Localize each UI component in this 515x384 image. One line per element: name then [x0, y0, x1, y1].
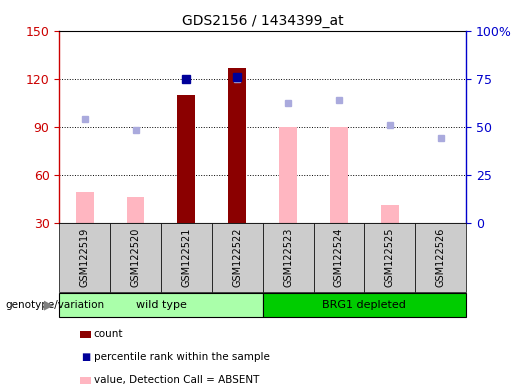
Bar: [212, 223, 263, 292]
Text: GSM122524: GSM122524: [334, 228, 344, 287]
Text: GSM122521: GSM122521: [181, 228, 192, 287]
Bar: [228, 68, 246, 223]
Bar: [263, 293, 466, 317]
Bar: [381, 205, 399, 223]
Bar: [76, 192, 94, 223]
Text: ■: ■: [81, 352, 90, 362]
Text: value, Detection Call = ABSENT: value, Detection Call = ABSENT: [94, 375, 259, 384]
Bar: [415, 223, 466, 292]
Text: GSM122526: GSM122526: [436, 228, 445, 287]
Text: GSM122520: GSM122520: [130, 228, 141, 287]
Bar: [110, 223, 161, 292]
Text: count: count: [94, 329, 123, 339]
Bar: [330, 127, 348, 223]
Bar: [178, 95, 195, 223]
Bar: [364, 223, 415, 292]
Bar: [314, 223, 364, 292]
Title: GDS2156 / 1434399_at: GDS2156 / 1434399_at: [182, 14, 344, 28]
Text: BRG1 depleted: BRG1 depleted: [322, 300, 406, 310]
Text: ▶: ▶: [44, 299, 54, 312]
Text: GSM122525: GSM122525: [385, 228, 395, 287]
Text: percentile rank within the sample: percentile rank within the sample: [94, 352, 270, 362]
Bar: [59, 223, 110, 292]
Text: genotype/variation: genotype/variation: [5, 300, 104, 310]
Bar: [59, 293, 263, 317]
Bar: [263, 223, 314, 292]
Bar: [279, 127, 297, 223]
Text: GSM122523: GSM122523: [283, 228, 293, 287]
Text: GSM122522: GSM122522: [232, 228, 242, 287]
Bar: [161, 223, 212, 292]
Bar: [127, 197, 144, 223]
Text: GSM122519: GSM122519: [80, 228, 90, 287]
Text: wild type: wild type: [135, 300, 186, 310]
